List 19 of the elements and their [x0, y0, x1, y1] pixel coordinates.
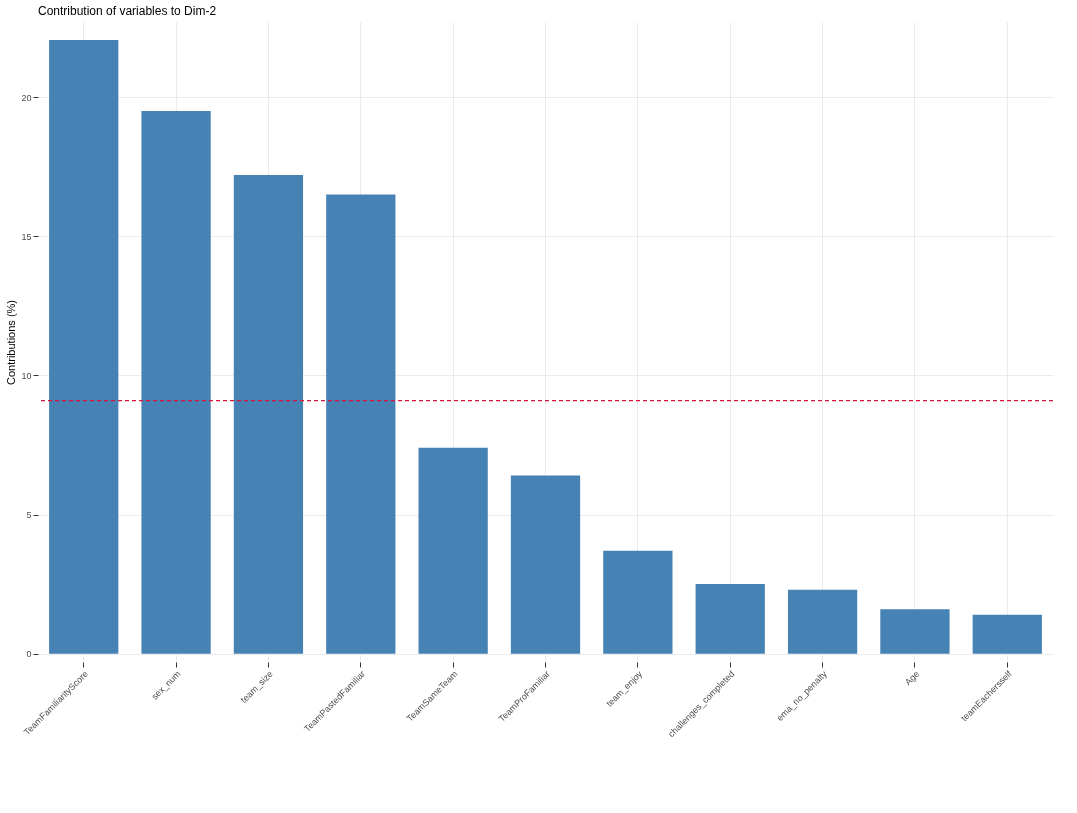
y-tick-label: 15 [21, 231, 32, 242]
bar [880, 609, 950, 654]
y-tick-label: 20 [21, 92, 32, 103]
y-tick-label: 0 [26, 649, 32, 660]
bar [326, 194, 396, 654]
bar [233, 175, 304, 654]
bar [510, 475, 581, 654]
x-tick-label: Age [902, 668, 922, 688]
y-tick-label: 10 [21, 370, 32, 381]
bar [418, 447, 488, 654]
chart-title: Contribution of variables to Dim-2 [38, 4, 217, 18]
bar [603, 550, 673, 654]
bar [787, 589, 858, 654]
bar [695, 584, 765, 654]
bar [141, 111, 211, 654]
bar [972, 614, 1042, 654]
y-tick-label: 5 [26, 510, 32, 521]
bar [49, 40, 119, 654]
y-axis-title: Contributions (%) [5, 300, 18, 385]
